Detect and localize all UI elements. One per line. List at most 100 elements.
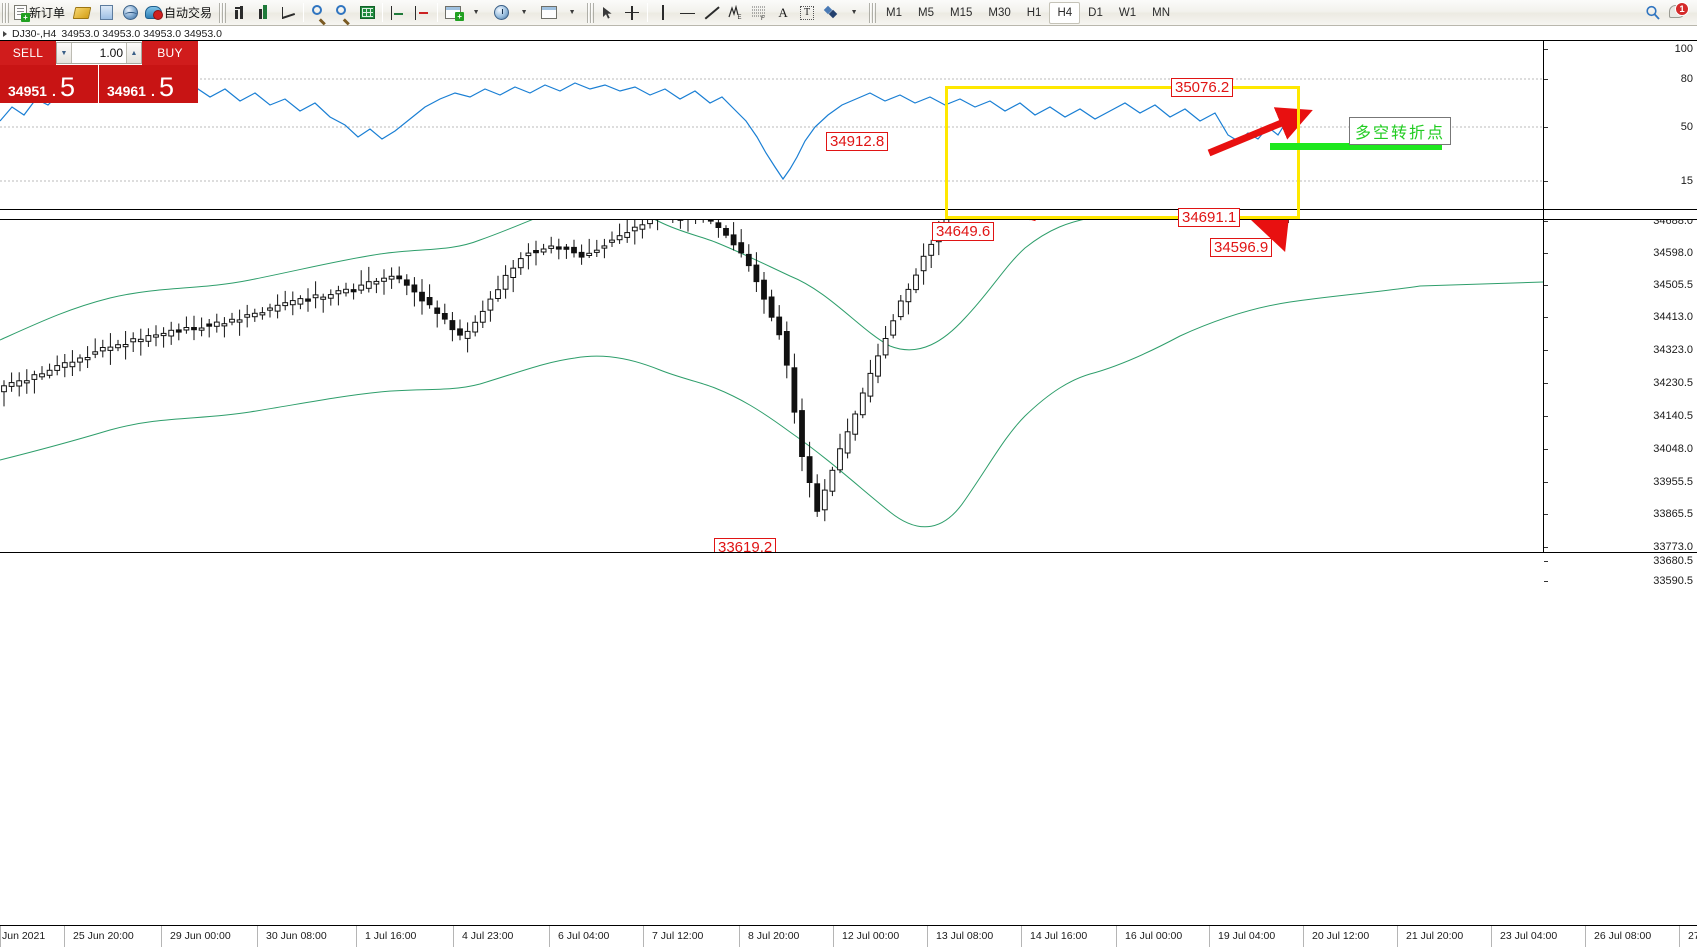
add-indicator-dropdown[interactable]: ▼	[472, 9, 480, 16]
zoom-in-button[interactable]	[308, 2, 330, 25]
buy-price-integer: 34961	[107, 83, 146, 99]
toolbar-grip-3[interactable]	[587, 2, 595, 23]
price-axis-label: 34140.5	[1653, 410, 1693, 422]
volume-increase-button[interactable]: ▲	[126, 43, 141, 63]
horizontal-line-button[interactable]	[676, 2, 698, 24]
timeframe-button-mn[interactable]: MN	[1152, 6, 1170, 19]
text-button[interactable]: A	[772, 2, 794, 24]
elliott-wave-button[interactable]: E	[724, 2, 746, 24]
tile-windows-button[interactable]	[356, 2, 378, 24]
text-icon: A	[778, 4, 788, 20]
rsi-axis[interactable]: 100 80 50 15	[1543, 41, 1697, 209]
price-axis-tick	[1544, 482, 1548, 483]
time-axis-label: 13 Jul 08:00	[936, 930, 994, 942]
new-order-button[interactable]: + 新订单	[12, 2, 69, 24]
price-axis-tick	[1544, 514, 1548, 515]
time-axis-separator	[1021, 926, 1022, 947]
auto-trading-button[interactable]: 自动交易	[143, 2, 216, 24]
toolbar-divider-1	[303, 3, 305, 22]
rsi-axis-label: 80	[1680, 73, 1693, 85]
sell-price-display[interactable]: 34951 . 5	[0, 65, 98, 103]
gold-bar-button[interactable]	[71, 2, 93, 24]
price-axis-tick	[1544, 449, 1548, 450]
volume-decrease-button[interactable]: ▼	[57, 43, 72, 63]
vertical-line-button[interactable]	[652, 2, 674, 24]
timeframe-button-m1[interactable]: M1	[886, 6, 903, 19]
volume-stepper[interactable]: ▼ 1.00 ▲	[56, 42, 142, 64]
templates-dropdown[interactable]: ▼	[568, 9, 576, 16]
chart-shift-button[interactable]	[411, 2, 433, 24]
shapes-button[interactable]	[820, 2, 842, 24]
timeframe-button-h4[interactable]: H4	[1049, 1, 1081, 24]
timeframe-button-m30[interactable]: M30	[988, 6, 1011, 19]
order-panel-top-row: SELL ▼ 1.00 ▲ BUY	[0, 41, 198, 65]
shift-end-button[interactable]	[387, 2, 409, 24]
line-chart-button[interactable]	[277, 2, 299, 24]
rsi-arrow[interactable]	[0, 41, 1543, 209]
auto-trading-label: 自动交易	[164, 6, 213, 20]
sell-button[interactable]: SELL	[0, 41, 56, 65]
timeframe-button-m5[interactable]: M5	[918, 6, 934, 19]
price-axis-tick	[1544, 350, 1548, 351]
time-axis-separator	[1397, 926, 1398, 947]
chinese-annotation-note[interactable]: 多空转折点	[1349, 117, 1452, 145]
price-callout[interactable]: 34649.6	[932, 222, 995, 241]
period-dropdown[interactable]: ▼	[520, 9, 528, 16]
time-axis-label: 12 Jul 00:00	[842, 930, 900, 942]
search-button[interactable]	[1642, 2, 1664, 24]
timeframe-button-w1[interactable]: W1	[1118, 6, 1137, 19]
svg-text:E: E	[737, 15, 741, 20]
timeframe-button-h1[interactable]: H1	[1026, 6, 1042, 19]
toolbar-divider-2	[382, 3, 384, 22]
cursor-button[interactable]	[597, 2, 619, 24]
price-axis-tick	[1544, 581, 1548, 582]
notifications-button[interactable]: 1	[1666, 2, 1691, 24]
bar-chart-button[interactable]	[229, 2, 251, 24]
toolbar-grip-4[interactable]	[869, 2, 877, 23]
price-axis-tick	[1544, 561, 1548, 562]
chart-symbol-label: DJ30-,H4	[12, 27, 57, 40]
volume-input[interactable]: 1.00	[99, 46, 123, 60]
toolbar-grip-2[interactable]	[219, 2, 227, 23]
rsi-axis-tick	[1544, 49, 1548, 50]
navigator-icon	[122, 5, 138, 20]
time-axis[interactable]: Jun 2021 25 Jun 20:00 29 Jun 00:00 30 Jun 0…	[0, 925, 1697, 947]
navigator-button[interactable]	[119, 2, 141, 24]
rsi-plot[interactable]	[0, 41, 1543, 209]
add-indicator-button[interactable]: +	[442, 2, 465, 24]
trendline-button[interactable]	[700, 2, 722, 24]
crosshair-button[interactable]	[621, 2, 643, 24]
zoom-out-button[interactable]	[332, 2, 354, 25]
text-label-button[interactable]: T	[796, 2, 818, 24]
timeframe-button-m15[interactable]: M15	[950, 6, 973, 19]
price-axis-tick	[1544, 221, 1548, 222]
price-callout[interactable]: 34912.8	[826, 132, 889, 151]
time-axis-label: 14 Jul 16:00	[1030, 930, 1088, 942]
templates-button[interactable]	[538, 2, 560, 24]
buy-price-display[interactable]: 34961 . 5	[98, 65, 198, 103]
fibonacci-button[interactable]: F	[748, 2, 770, 24]
tile-windows-icon	[359, 6, 375, 19]
period-button[interactable]	[490, 2, 512, 24]
time-axis-label: 21 Jul 20:00	[1406, 930, 1464, 942]
shapes-icon	[823, 5, 839, 20]
toolbar-grip[interactable]	[2, 2, 9, 23]
candlestick-chart-button[interactable]	[253, 2, 275, 24]
horizontal-line-icon	[679, 8, 695, 18]
consolidation-rectangle[interactable]	[945, 86, 1300, 219]
price-callout[interactable]: 34596.9	[1210, 238, 1273, 257]
timeframe-button-d1[interactable]: D1	[1088, 6, 1103, 19]
buy-price-decimal: 5	[159, 72, 175, 102]
auto-trading-icon	[145, 6, 164, 20]
price-callout[interactable]: 34691.1	[1178, 208, 1241, 227]
period-clock-icon	[493, 5, 509, 20]
buy-button[interactable]: BUY	[142, 41, 198, 65]
shapes-dropdown[interactable]: ▼	[850, 9, 858, 16]
rsi-axis-tick	[1544, 79, 1548, 80]
market-watch-button[interactable]	[95, 2, 117, 24]
new-order-label: 新订单	[29, 6, 66, 20]
support-zone-bar[interactable]	[1270, 143, 1442, 150]
toolbar-divider-3	[437, 3, 439, 22]
price-callout[interactable]: 35076.2	[1171, 78, 1234, 97]
price-callout[interactable]: 33619.2	[714, 538, 777, 552]
